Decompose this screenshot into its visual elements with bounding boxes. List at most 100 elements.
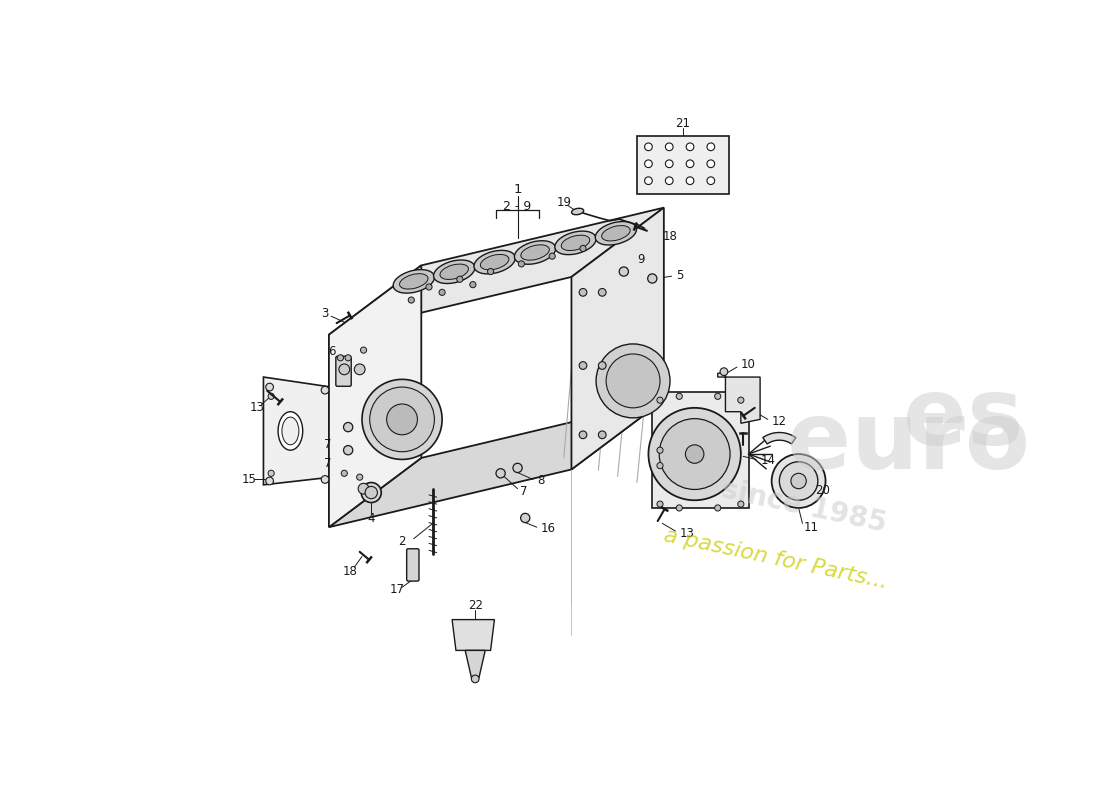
Circle shape [354, 364, 365, 374]
Circle shape [738, 397, 744, 403]
Text: 1: 1 [514, 183, 521, 197]
Ellipse shape [561, 235, 590, 250]
Circle shape [606, 354, 660, 408]
Text: 11: 11 [804, 521, 820, 534]
Ellipse shape [515, 241, 556, 264]
Polygon shape [572, 208, 664, 470]
Ellipse shape [595, 222, 637, 245]
Circle shape [779, 462, 818, 500]
Circle shape [666, 160, 673, 168]
Circle shape [321, 386, 329, 394]
Text: 15: 15 [242, 473, 257, 486]
FancyBboxPatch shape [336, 356, 351, 386]
Circle shape [707, 143, 715, 150]
Circle shape [676, 394, 682, 399]
Text: 2 - 9: 2 - 9 [504, 200, 531, 214]
Polygon shape [264, 377, 331, 485]
Ellipse shape [278, 412, 303, 450]
Circle shape [619, 267, 628, 276]
Ellipse shape [520, 245, 549, 260]
Circle shape [456, 276, 463, 282]
Text: 6: 6 [328, 345, 336, 358]
Circle shape [659, 418, 730, 490]
Ellipse shape [440, 264, 469, 279]
Circle shape [707, 160, 715, 168]
Text: 20: 20 [815, 484, 829, 497]
Circle shape [356, 474, 363, 480]
Circle shape [470, 282, 476, 288]
Text: 13: 13 [250, 401, 265, 414]
Circle shape [657, 501, 663, 507]
Circle shape [666, 143, 673, 150]
Ellipse shape [554, 231, 596, 254]
Circle shape [598, 431, 606, 438]
Circle shape [645, 143, 652, 150]
Text: euro: euro [788, 397, 1030, 489]
Polygon shape [762, 433, 796, 444]
Circle shape [657, 462, 663, 469]
Text: 17: 17 [389, 583, 405, 596]
Text: 10: 10 [741, 358, 756, 371]
Text: 7: 7 [324, 457, 332, 470]
Text: 13: 13 [680, 527, 694, 540]
Text: 4: 4 [367, 512, 375, 526]
Circle shape [370, 387, 434, 452]
Circle shape [596, 344, 670, 418]
Circle shape [676, 505, 682, 511]
Circle shape [439, 290, 446, 295]
Circle shape [343, 446, 353, 455]
Circle shape [791, 474, 806, 489]
Circle shape [321, 476, 329, 483]
Ellipse shape [433, 260, 475, 283]
Circle shape [598, 362, 606, 370]
Text: 7: 7 [324, 438, 332, 451]
Circle shape [426, 284, 432, 290]
Ellipse shape [393, 270, 434, 293]
Polygon shape [329, 266, 421, 527]
Text: 18: 18 [662, 230, 678, 243]
Text: 21: 21 [675, 118, 691, 130]
Circle shape [645, 177, 652, 185]
Text: 2: 2 [398, 534, 406, 547]
Circle shape [338, 354, 343, 361]
Circle shape [266, 477, 274, 485]
Circle shape [579, 431, 587, 438]
Circle shape [648, 274, 657, 283]
Circle shape [738, 501, 744, 507]
Circle shape [598, 289, 606, 296]
Text: 22: 22 [468, 599, 483, 612]
Circle shape [707, 177, 715, 185]
Ellipse shape [481, 254, 509, 270]
Circle shape [487, 269, 494, 274]
Text: a passion for Parts...: a passion for Parts... [662, 525, 889, 592]
Circle shape [686, 160, 694, 168]
Circle shape [362, 379, 442, 459]
Polygon shape [329, 208, 664, 334]
Circle shape [715, 394, 720, 399]
Ellipse shape [474, 250, 515, 274]
Circle shape [408, 297, 415, 303]
Circle shape [361, 482, 382, 502]
Circle shape [579, 362, 587, 370]
Circle shape [345, 354, 351, 361]
Circle shape [343, 422, 353, 432]
Text: 12: 12 [772, 415, 786, 428]
Circle shape [715, 505, 720, 511]
Circle shape [341, 470, 348, 476]
Circle shape [339, 364, 350, 374]
Circle shape [266, 383, 274, 391]
Circle shape [580, 246, 586, 251]
Polygon shape [652, 393, 749, 508]
FancyBboxPatch shape [407, 549, 419, 581]
Ellipse shape [399, 274, 428, 289]
Circle shape [496, 469, 505, 478]
Circle shape [549, 253, 556, 259]
Polygon shape [329, 400, 664, 527]
Circle shape [772, 454, 825, 508]
Circle shape [657, 397, 663, 403]
Circle shape [686, 177, 694, 185]
Circle shape [365, 486, 377, 498]
Circle shape [268, 394, 274, 399]
Text: 18: 18 [343, 565, 358, 578]
Circle shape [648, 408, 741, 500]
